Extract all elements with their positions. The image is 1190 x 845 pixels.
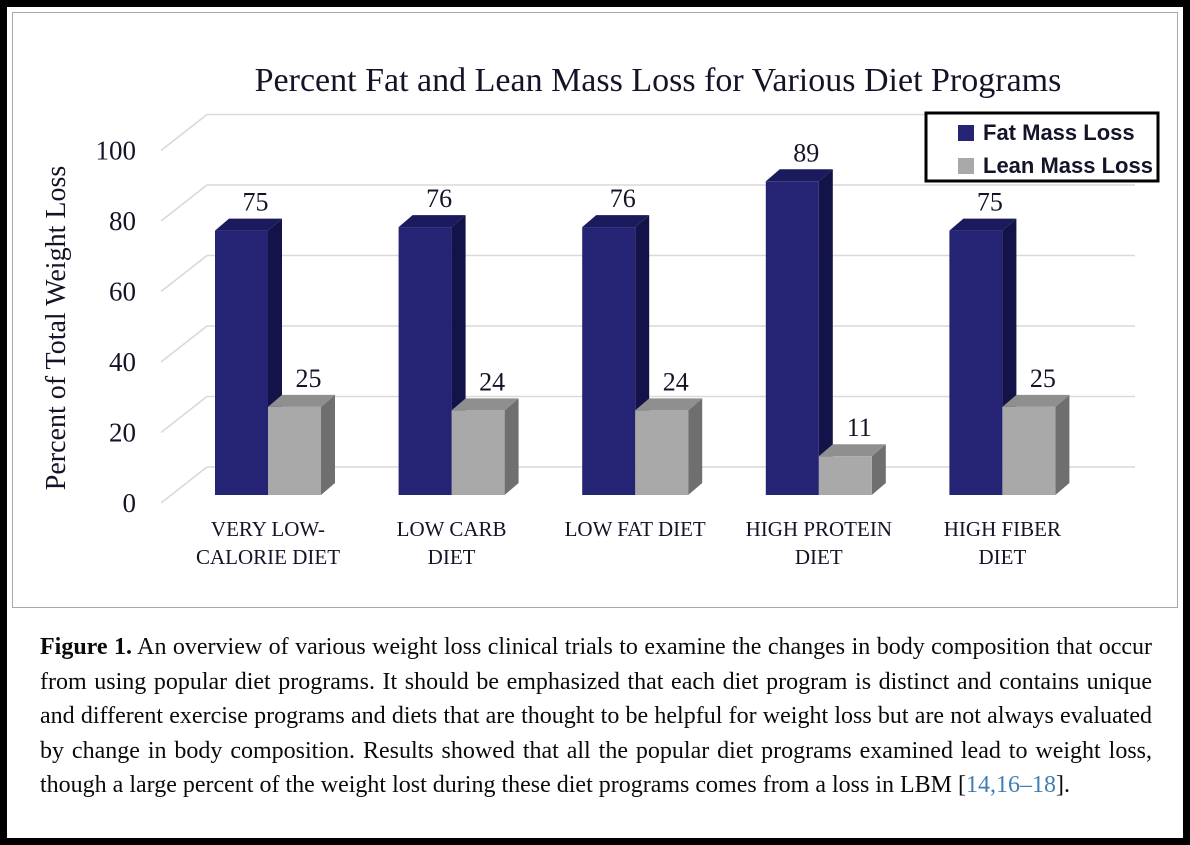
bar-top-fat-4 [949, 218, 1017, 231]
bar-side-lean-3 [871, 444, 886, 495]
y-tick-label: 0 [123, 488, 137, 518]
category-label: DIET [795, 545, 843, 569]
bar-lean-0 [268, 406, 321, 495]
figure-caption-closing: ]. [1056, 772, 1071, 798]
bar-fat-3 [765, 181, 819, 495]
bar-lean-3 [818, 456, 872, 495]
category-label: HIGH FIBER [944, 517, 1061, 541]
y-tick-label: 40 [109, 347, 136, 377]
grid-depth-line [160, 325, 208, 363]
bar-top-lean-3 [818, 444, 886, 457]
bar-top-fat-3 [765, 169, 833, 182]
bar-lean-2 [635, 410, 689, 495]
y-tick-label: 100 [96, 136, 137, 166]
bar-fat-2 [582, 227, 636, 495]
figure-caption-label: Figure 1. [40, 634, 132, 660]
legend-swatch-fat-mass-loss [958, 125, 974, 141]
chart-title: Percent Fat and Lean Mass Loss for Vario… [255, 62, 1062, 99]
bar-value-label-fat-1: 76 [426, 184, 452, 213]
bar-value-label-fat-3: 89 [793, 138, 819, 167]
bar-side-lean-4 [1055, 394, 1070, 495]
grid-depth-line [160, 113, 208, 152]
bar-value-label-lean-3: 11 [847, 413, 872, 442]
figure-caption: Figure 1. An overview of various weight … [40, 630, 1152, 803]
bar-fat-0 [215, 230, 268, 495]
category-label: CALORIE DIET [196, 545, 340, 569]
legend-swatch-lean-mass-loss [958, 158, 974, 174]
bar-side-lean-0 [321, 394, 335, 495]
legend-label-lean-mass-loss: Lean Mass Loss [983, 153, 1153, 178]
category-label: LOW CARB [397, 517, 507, 541]
bar-side-lean-1 [504, 398, 519, 495]
bar-side-fat-3 [818, 169, 833, 495]
bar-lean-4 [1002, 406, 1056, 495]
bar-value-label-lean-2: 24 [663, 367, 689, 396]
y-tick-label: 60 [109, 277, 136, 307]
bar-fat-4 [949, 230, 1003, 495]
figure-caption-text: An overview of various weight loss clini… [40, 634, 1152, 798]
category-label: LOW FAT DIET [565, 517, 706, 541]
category-label: DIET [428, 545, 476, 569]
legend-label-fat-mass-loss: Fat Mass Loss [983, 120, 1135, 145]
category-label: VERY LOW- [211, 517, 325, 541]
grid-depth-line [160, 254, 208, 293]
bar-top-fat-0 [215, 218, 282, 231]
y-tick-label: 80 [109, 206, 136, 236]
diet-bar-chart: 0 20 40 60 80 100 75 25 76 24 76 24 89 11 75 25 VERY LOW… [41, 62, 1160, 569]
y-axis-title: Percent of Total Weight Loss [41, 166, 72, 490]
chart-panel: 0 20 40 60 80 100 75 25 76 24 76 24 89 11 75 25 VERY LOW… [12, 12, 1178, 608]
bar-value-label-fat-4: 75 [977, 188, 1003, 217]
bar-top-fat-2 [582, 215, 650, 228]
category-label: DIET [978, 545, 1026, 569]
bar-top-lean-2 [635, 398, 703, 411]
bar-value-label-lean-4: 25 [1030, 364, 1056, 393]
bar-value-label-fat-2: 76 [610, 184, 636, 213]
grid-depth-line [160, 466, 208, 504]
bar-top-lean-0 [268, 394, 335, 407]
y-tick-label: 20 [109, 418, 136, 448]
bar-side-lean-2 [688, 398, 703, 495]
bar-top-fat-1 [398, 215, 466, 228]
bar-top-lean-1 [451, 398, 519, 411]
bar-value-label-lean-1: 24 [479, 367, 505, 396]
bar-fat-1 [398, 227, 452, 495]
grid-depth-line [160, 184, 208, 222]
bar-top-lean-4 [1002, 394, 1070, 407]
bar-lean-1 [451, 410, 505, 495]
bar-value-label-fat-0: 75 [243, 188, 269, 217]
category-label: HIGH PROTEIN [746, 517, 892, 541]
bar-value-label-lean-0: 25 [296, 364, 322, 393]
citation-link[interactable]: 14,16–18 [966, 772, 1057, 798]
grid-depth-line [160, 395, 208, 434]
